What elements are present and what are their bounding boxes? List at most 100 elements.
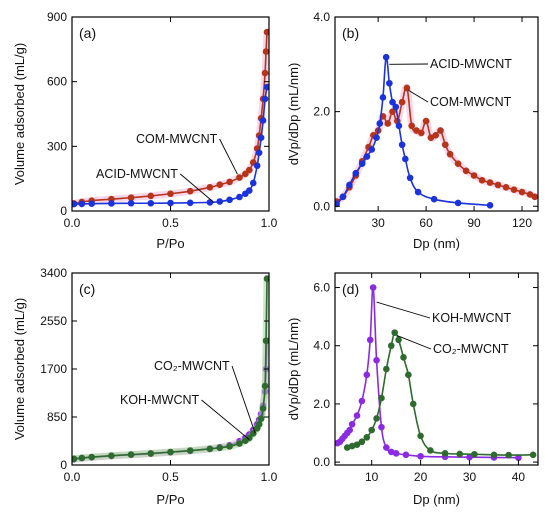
- data-point-c-1-8: [206, 445, 214, 453]
- data-point-b-0-24: [462, 167, 470, 175]
- data-point-c-1-20: [262, 337, 269, 345]
- data-point-d-1-20: [490, 451, 498, 459]
- annotation-leader-c-0: [231, 365, 256, 434]
- plot-area-d: [335, 284, 537, 462]
- data-point-a-1-11: [236, 193, 243, 201]
- data-point-d-1-12: [400, 354, 407, 361]
- data-point-c-1-18: [259, 405, 267, 412]
- data-point-b-0-33: [531, 193, 538, 201]
- data-point-b-1-6: [368, 146, 376, 153]
- data-point-b-1-4: [358, 160, 366, 167]
- data-point-d-0-9: [363, 371, 371, 379]
- data-point-d-0-5: [346, 426, 353, 434]
- data-point-a-0-8: [206, 183, 214, 191]
- y-tick-label-d-3: 6.0: [313, 281, 330, 295]
- data-point-c-1-6: [167, 448, 174, 456]
- x-tick-label-d-0: 10: [365, 470, 379, 484]
- data-point-d-1-2: [353, 441, 361, 448]
- data-point-a-1-19: [261, 95, 269, 103]
- data-point-b-1-16: [402, 155, 409, 163]
- data-point-b-0-25: [470, 172, 478, 179]
- data-point-b-1-1: [339, 193, 347, 201]
- data-point-b-0-22: [446, 150, 454, 158]
- panel-c: 0.0 0.5 1.0 0 850 1700 2550 3400 P/Po Volume adso…: [12, 266, 278, 507]
- data-point-c-1-9: [216, 444, 224, 452]
- y-tick-label-c-3: 2550: [40, 314, 67, 328]
- data-point-a-1-5: [147, 199, 155, 207]
- data-point-b-1-0: [335, 200, 340, 208]
- series-line-a-0: [73, 32, 268, 205]
- data-point-b-0-13: [403, 84, 411, 92]
- data-point-d-1-21: [505, 451, 512, 459]
- data-point-d-1-10: [391, 329, 398, 336]
- y-axis-label-b: dVp/dDp (mL/nm): [286, 63, 301, 166]
- x-tick-label-b-0: 30: [371, 216, 385, 230]
- data-point-b-1-3: [352, 169, 360, 177]
- y-axis-label-a: Volume adsorbed (mL/g): [12, 43, 27, 185]
- x-tick-label-a-0: 0.0: [64, 216, 81, 230]
- data-point-a-1-13: [246, 187, 253, 194]
- data-point-b-0-26: [478, 176, 486, 184]
- annotation-c-0: CO₂-MWCNT: [154, 359, 230, 373]
- data-point-d-1-16: [427, 447, 434, 454]
- data-point-a-1-6: [167, 199, 174, 207]
- data-point-a-1-20: [263, 83, 269, 91]
- data-point-d-0-18: [417, 452, 424, 460]
- annotation-d-1: CO₂-MWCNT: [433, 342, 509, 356]
- data-point-a-1-18: [259, 117, 267, 124]
- data-point-a-0-4: [127, 194, 135, 201]
- data-point-b-0-12: [398, 98, 406, 106]
- data-point-a-0-6: [167, 190, 174, 198]
- data-point-a-0-9: [216, 181, 224, 188]
- data-point-c-1-16: [255, 421, 263, 428]
- y-tick-label-b-0: 0.0: [313, 199, 330, 213]
- data-point-d-0-6: [348, 420, 356, 428]
- data-point-c-1-21: [263, 275, 269, 282]
- data-point-b-0-29: [502, 184, 510, 191]
- y-tick-label-c-1: 850: [47, 410, 67, 424]
- data-point-c-1-14: [249, 430, 257, 437]
- data-point-b-1-18: [414, 188, 422, 196]
- data-point-d-1-22: [529, 451, 537, 459]
- annotation-a-1: ACID-MWCNT: [96, 167, 178, 181]
- data-point-d-1-15: [417, 432, 424, 440]
- data-point-b-0-28: [494, 181, 502, 189]
- panel-a: 0.0 0.5 1.0 0 300 600 900 P/Po Volume adsorbed (…: [12, 10, 278, 251]
- x-tick-label-c-2: 1.0: [261, 470, 278, 484]
- x-tick-label-c-0: 0.0: [64, 470, 81, 484]
- data-point-c-1-3: [108, 452, 115, 459]
- data-point-b-1-15: [398, 141, 406, 149]
- data-point-a-0-12: [242, 170, 249, 178]
- x-tick-label-b-2: 90: [467, 216, 481, 230]
- data-point-d-1-11: [395, 336, 402, 344]
- x-axis-label-c: P/Po: [156, 492, 184, 507]
- data-point-a-1-7: [186, 199, 194, 207]
- annotation-b-1: COM-MWCNT: [430, 95, 512, 109]
- data-point-b-1-9: [379, 94, 387, 101]
- data-point-c-1-10: [226, 443, 233, 450]
- data-point-d-0-13: [378, 423, 385, 431]
- panel-label-b: (b): [342, 25, 359, 41]
- data-point-c-1-13: [246, 434, 253, 442]
- annotation-d-0: KOH-MWCNT: [432, 311, 512, 325]
- axes-frame-a: [71, 16, 270, 212]
- data-point-b-0-10: [389, 108, 396, 115]
- annotation-leader-d-1: [396, 335, 432, 350]
- y-tick-label-b-2: 4.0: [313, 10, 330, 24]
- data-point-a-1-4: [127, 199, 135, 207]
- x-tick-label-c-1: 0.5: [162, 470, 179, 484]
- y-tick-label-c-4: 3400: [40, 266, 67, 280]
- axes-frame-d: [334, 272, 539, 466]
- plot-area-c: [72, 275, 269, 463]
- data-point-b-0-20: [437, 127, 444, 134]
- series-line-b-0: [336, 86, 536, 203]
- data-point-b-0-21: [441, 141, 449, 149]
- y-tick-label-d-0: 0.0: [313, 455, 330, 469]
- y-tick-label-a-2: 600: [47, 75, 67, 89]
- data-point-c-1-19: [261, 382, 269, 390]
- data-point-d-1-5: [368, 426, 375, 434]
- series-line-b-1: [336, 56, 491, 207]
- y-tick-label-d-2: 4.0: [313, 339, 330, 353]
- panel-label-d: (d): [342, 281, 359, 297]
- data-point-b-1-17: [406, 174, 414, 182]
